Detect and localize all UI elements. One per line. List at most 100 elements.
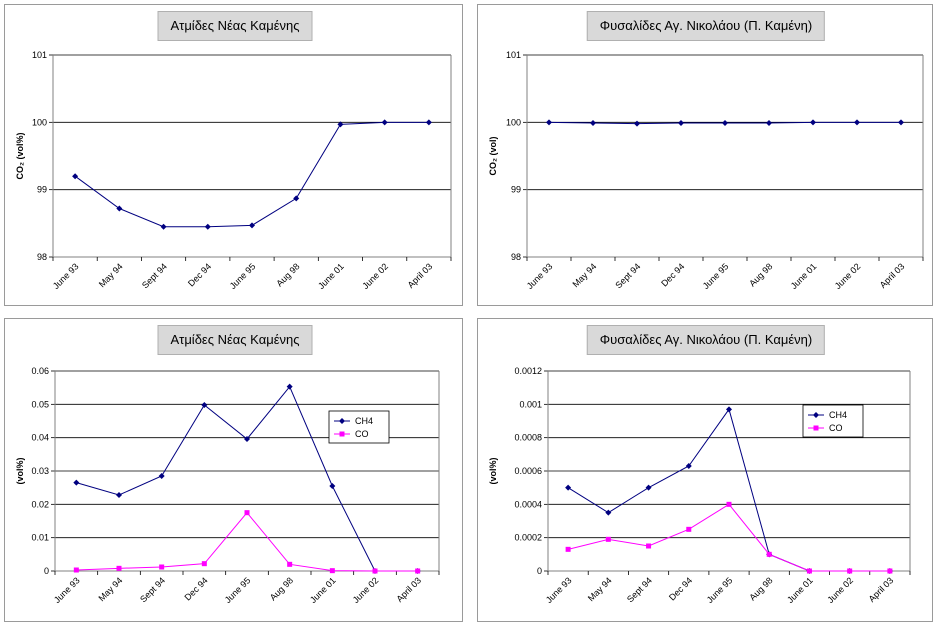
legend-box	[802, 404, 864, 438]
x-tick-label: May 94	[570, 261, 598, 289]
x-tick-label: June 95	[223, 575, 253, 605]
data-point-ch4	[201, 402, 208, 408]
y-tick-label: 0.03	[31, 466, 49, 476]
y-tick-label: 98	[511, 252, 521, 262]
data-point-co	[686, 526, 692, 532]
chart-svg: 98 99 100 101 June 93 May 94 Sept 94 Dec 94 June…	[488, 50, 924, 291]
x-tick-label: May 94	[97, 261, 125, 289]
x-tick-label: Aug 98	[268, 575, 295, 602]
x-tick-label: Dec 94	[183, 575, 210, 602]
x-tick-label: June 93	[51, 261, 81, 291]
y-tick-label: 0.02	[31, 499, 49, 509]
data-point-ch4	[116, 492, 122, 498]
chart-panel-bottom-left: Ατμίδες Νέας Καμένης 0 0.01 0.02 0.03 0.04 0.…	[4, 318, 463, 622]
y-tick-label: 98	[37, 252, 47, 262]
x-tick-label: Sept 94	[613, 261, 642, 290]
y-tick-label: 101	[506, 50, 521, 60]
x-tick-label: June 95	[228, 261, 258, 291]
data-point-ch4	[286, 383, 293, 390]
legend-label: CO	[355, 429, 369, 439]
data-point-co	[565, 546, 571, 552]
chart-svg: 0 0.0002 0.0004 0.0006 0.0008 0.001 0.0012 June…	[488, 366, 911, 605]
data-point-co	[806, 568, 812, 574]
x-tick-label: Aug 98	[747, 261, 774, 288]
data-point-co	[605, 536, 611, 542]
data-point-co	[766, 551, 772, 557]
x-tick-label: Dec 94	[667, 575, 694, 602]
legend-box	[328, 410, 390, 444]
y-axis-label: (vol%)	[15, 457, 25, 484]
chart-svg: 98 99 100 101 June 93 May 94 Sept 94 Dec 94 June…	[15, 50, 452, 291]
data-point-co2	[160, 223, 167, 230]
chart-title: Φυσαλίδες Αγ. Νικολάου (Π. Καμένη)	[586, 11, 826, 41]
x-tick-label: Dec 94	[659, 261, 686, 288]
data-point-co	[201, 561, 207, 567]
data-point-co2	[249, 222, 255, 229]
legend-label: CH4	[829, 410, 847, 420]
x-tick-label: June 02	[360, 261, 390, 291]
x-tick-label: May 94	[586, 575, 614, 603]
legend-marker	[339, 431, 345, 437]
data-point-ch4	[73, 479, 80, 486]
data-point-co	[244, 510, 250, 516]
x-tick-label: Aug 98	[274, 261, 301, 288]
x-tick-label: June 95	[705, 575, 735, 605]
y-tick-label: 100	[32, 117, 47, 127]
legend-label: CO	[829, 423, 843, 433]
y-tick-label: 99	[37, 185, 47, 195]
data-point-co2	[810, 119, 816, 126]
x-tick-label: June 01	[789, 261, 819, 291]
x-tick-label: Sept 94	[138, 575, 167, 604]
y-tick-label: 0.0004	[514, 499, 542, 509]
data-point-co	[847, 568, 853, 574]
x-tick-label: June 93	[525, 261, 555, 291]
x-tick-label: April 03	[878, 261, 907, 290]
data-point-co	[372, 568, 378, 574]
series-line-co2	[74, 121, 429, 228]
y-tick-label: 99	[511, 185, 521, 195]
data-point-co2	[678, 120, 684, 127]
x-tick-label: June 93	[544, 575, 574, 605]
data-point-ch4	[565, 484, 572, 491]
x-tick-label: Sept 94	[140, 261, 169, 290]
chart-panel-top-right: Φυσαλίδες Αγ. Νικολάου (Π. Καμένη) 98 99 1…	[477, 4, 933, 306]
data-point-co2	[898, 119, 904, 126]
chart-title: Ατμίδες Νέας Καμένης	[157, 325, 313, 355]
data-point-co	[887, 568, 893, 574]
legend-marker	[813, 425, 819, 431]
y-tick-label: 0.05	[31, 399, 49, 409]
data-point-co	[116, 565, 122, 571]
y-tick-label: 0.01	[31, 533, 49, 543]
data-point-co	[159, 564, 165, 570]
data-point-ch4	[158, 473, 165, 479]
data-point-co	[415, 568, 421, 574]
x-tick-label: Sept 94	[625, 575, 654, 604]
data-point-co2	[590, 120, 596, 127]
data-point-co2	[381, 119, 388, 126]
data-point-co2	[425, 119, 432, 126]
y-tick-label: 0.04	[31, 433, 49, 443]
data-point-co	[646, 543, 652, 549]
chart-title: Ατμίδες Νέας Καμένης	[157, 11, 313, 41]
x-tick-label: June 02	[825, 575, 855, 605]
data-point-ch4	[244, 436, 250, 442]
data-point-co2	[854, 119, 860, 126]
series-line-co	[76, 511, 418, 572]
y-tick-label: 101	[32, 50, 47, 60]
x-tick-label: May 94	[96, 575, 124, 603]
y-axis-label: (vol%)	[488, 457, 498, 484]
x-tick-label: June 93	[52, 575, 82, 605]
data-point-ch4	[605, 509, 612, 516]
y-tick-label: 100	[506, 117, 521, 127]
chart-panel-top-left: Ατμίδες Νέας Καμένης 98 99 100 101 June 93 Ma…	[4, 4, 463, 306]
y-axis-label: CO₂ (vol%)	[15, 132, 25, 179]
data-point-co2	[204, 223, 211, 230]
y-tick-label: 0.0006	[514, 466, 542, 476]
data-point-co	[726, 501, 732, 507]
y-tick-label: 0	[537, 566, 542, 576]
x-tick-label: June 02	[351, 575, 381, 605]
x-tick-label: June 01	[785, 575, 815, 605]
data-point-co2	[116, 205, 123, 212]
data-point-co2	[337, 121, 344, 128]
data-point-co2	[634, 120, 640, 127]
